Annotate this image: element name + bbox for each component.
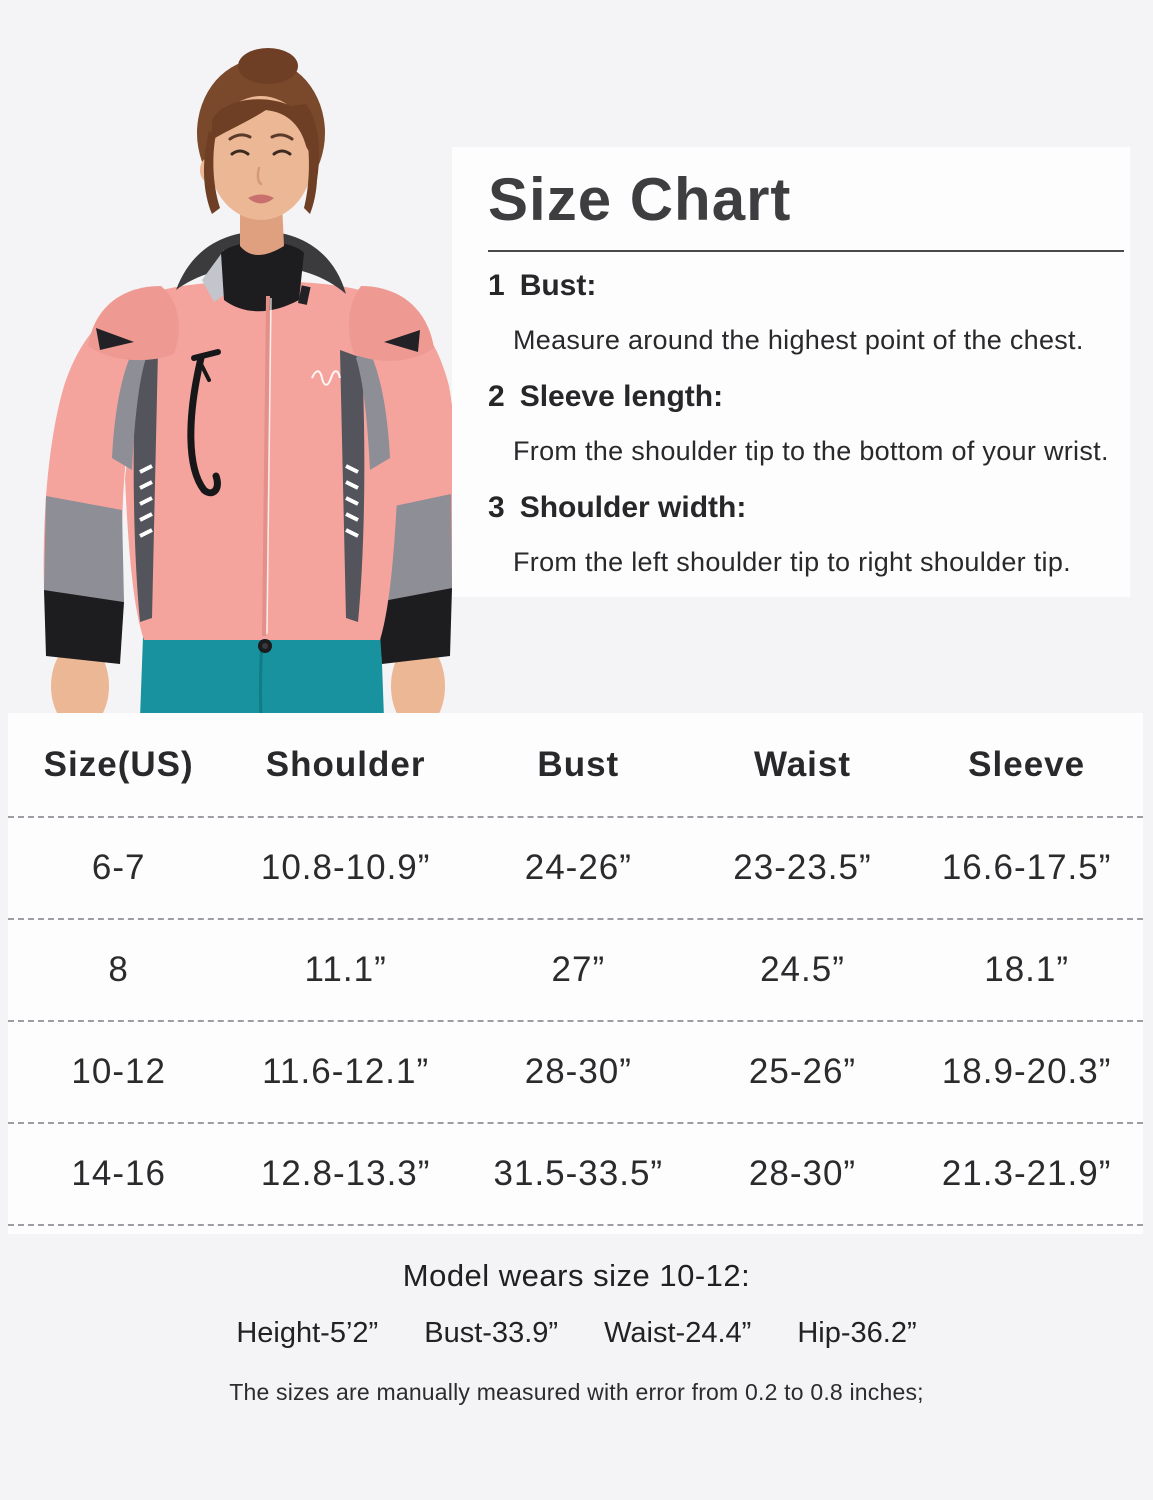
lips [248, 194, 274, 204]
measurement-waist: Waist-24.4” [604, 1317, 752, 1349]
table-row: 14-16 12.8-13.3” 31.5-33.5” 28-30” 21.3-… [8, 1124, 1143, 1226]
facial-features [228, 133, 294, 186]
table-row: 10-12 11.6-12.1” 28-30” 25-26” 18.9-20.3… [8, 1022, 1143, 1124]
table-cell: 11.6-12.1” [262, 1052, 430, 1091]
instruction-title: Sleeve length: [519, 380, 724, 413]
table-cell: 14-16 [71, 1154, 166, 1193]
model-measurements: Height-5’2” Bust-33.9” Waist-24.4” Hip-3… [0, 1317, 1153, 1350]
table-cell: 12.8-13.3” [260, 1154, 431, 1193]
measurement-instruction: 2 Sleeve length: From the shoulder tip to… [488, 380, 1130, 467]
title-divider [488, 250, 1124, 252]
hood-trim-left [96, 328, 134, 350]
instruction-number: 1 [488, 269, 505, 302]
zipper-highlight [266, 297, 272, 635]
table-cell: 18.1” [984, 950, 1070, 989]
table-cell: 6-7 [91, 848, 146, 887]
page-title: Size Chart [488, 166, 792, 233]
instruction-label: 1 Bust: [488, 269, 1130, 303]
measurement-bust: Bust-33.9” [424, 1317, 559, 1349]
table-row: 6-7 10.8-10.9” 24-26” 23-23.5” 16.6-17.5… [8, 818, 1143, 920]
measurement-note: The sizes are manually measured with err… [229, 1379, 924, 1405]
size-chart-card: Size Chart 1 Bust: Measure around the hig… [452, 147, 1130, 597]
snap-button-center [262, 643, 268, 649]
table-cell: 25-26” [748, 1052, 857, 1091]
table-cell: 8 [108, 950, 129, 989]
instruction-description: From the shoulder tip to the bottom of y… [513, 436, 1109, 466]
cuffs [44, 588, 452, 664]
table-cell: 31.5-33.5” [493, 1154, 664, 1193]
table-cell: 10-12 [71, 1052, 166, 1091]
instruction-label: 2 Sleeve length: [488, 380, 1130, 414]
table-cell: 24.5” [760, 950, 845, 989]
footer: Model wears size 10-12: Height-5’2” Bust… [0, 1258, 1153, 1406]
table-cell: 10.8-10.9” [260, 848, 431, 887]
measurement-instruction: 1 Bust: Measure around the highest point … [488, 269, 1130, 356]
table-cell: 24-26” [524, 848, 632, 887]
model-illustration [43, 48, 457, 730]
measurement-instruction: 3 Shoulder width: From the left shoulder … [488, 491, 1130, 578]
chest-pocket [187, 354, 221, 497]
instruction-title: Bust: [519, 269, 597, 302]
instruction-label: 3 Shoulder width: [488, 491, 1130, 525]
zipper-pull [298, 285, 311, 305]
table-cell: 23-23.5” [733, 848, 872, 887]
table-cell: 27” [551, 950, 606, 989]
column-header-shoulder: Shoulder [265, 744, 426, 784]
instruction-number: 3 [488, 491, 505, 524]
size-table: Size(US) Shoulder Bust Waist Sleeve 6-7 … [8, 713, 1143, 1234]
chest-pocket-top [191, 349, 221, 361]
table-cell: 28-30” [524, 1052, 632, 1091]
pocket-zipper-pull [200, 364, 211, 382]
table-cell: 28-30” [748, 1154, 857, 1193]
shoulder-gray-accents [112, 348, 390, 470]
model-photo [16, 28, 457, 730]
hands [51, 642, 445, 730]
instruction-title: Shoulder width: [519, 491, 747, 524]
table-cell: 21.3-21.9” [941, 1154, 1112, 1193]
brand-logo [311, 370, 341, 386]
column-header-size: Size(US) [43, 744, 194, 784]
reflective-stripes [139, 464, 359, 538]
column-header-waist: Waist [753, 744, 851, 784]
table-cell: 18.9-20.3” [941, 1052, 1112, 1091]
size-table-header-row: Size(US) Shoulder Bust Waist Sleeve [8, 713, 1143, 818]
instruction-description: Measure around the highest point of the … [513, 325, 1084, 355]
table-cell: 16.6-17.5” [941, 848, 1112, 887]
zipper-line [262, 295, 270, 637]
hair-front [203, 48, 320, 214]
hood-trim-right [384, 330, 420, 352]
column-header-bust: Bust [537, 744, 620, 784]
measurement-hip: Hip-36.2” [797, 1317, 917, 1349]
instruction-description: From the left shoulder tip to right shou… [513, 547, 1071, 577]
column-header-sleeve: Sleeve [968, 744, 1086, 784]
jacket-torso [125, 281, 398, 640]
model-size-line: Model wears size 10-12: [402, 1258, 751, 1293]
instruction-number: 2 [488, 380, 505, 413]
table-cell: 11.1” [304, 950, 387, 989]
table-row: 8 11.1” 27” 24.5” 18.1” [8, 920, 1143, 1022]
turtleneck [221, 241, 304, 312]
measurement-height: Height-5’2” [236, 1317, 379, 1349]
